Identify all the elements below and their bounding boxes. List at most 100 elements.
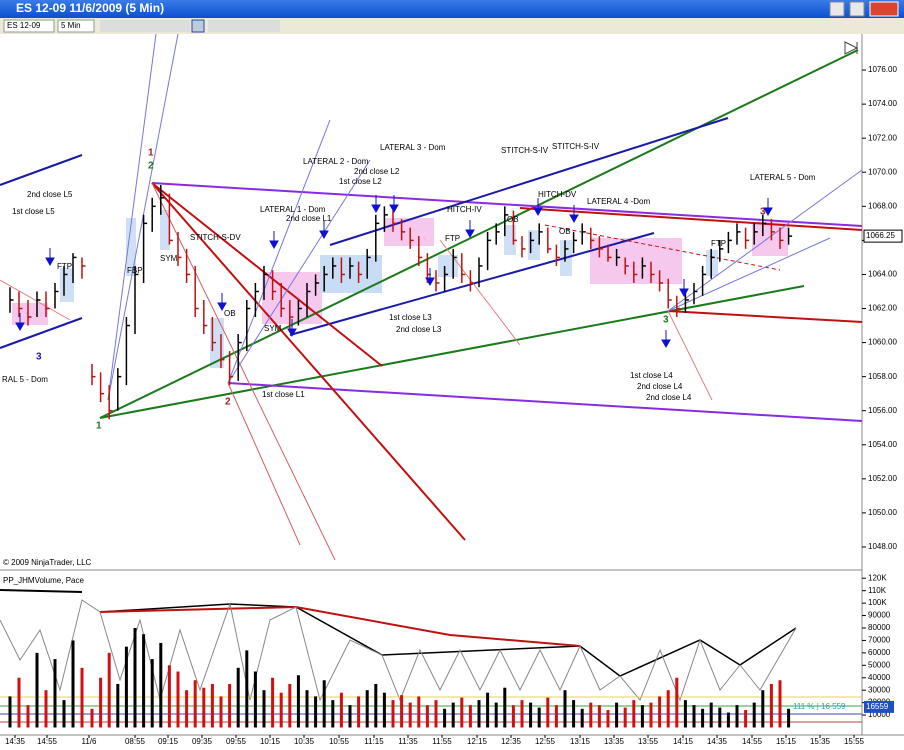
trend-line [151, 182, 336, 561]
volume-bar [761, 690, 765, 728]
annotation: 1st close L5 [12, 207, 55, 216]
period: 5 Min [61, 21, 81, 30]
y-tick-label: 1062.00 [868, 304, 897, 313]
pace-lines [0, 589, 862, 723]
trend-line [667, 169, 863, 312]
tool-icons[interactable] [208, 20, 280, 32]
y-tick-label: 30000 [868, 685, 891, 694]
y-tick-label: 1072.00 [868, 133, 897, 142]
scroll-end[interactable] [844, 41, 859, 55]
volume-bar [279, 692, 283, 728]
volume-bar [546, 697, 550, 728]
volume-bar [262, 690, 266, 728]
trend-line [99, 285, 805, 419]
volume-bar [253, 671, 257, 728]
volume-bar [107, 652, 111, 728]
volume-bar [640, 705, 644, 728]
annotation: HITCH-DV [538, 190, 577, 199]
tool-icons[interactable] [100, 20, 190, 32]
volume-bar [537, 707, 541, 728]
volume-bar [434, 700, 438, 728]
signal-arrow [389, 195, 399, 214]
volume-bar [443, 708, 447, 728]
signal-arrow [661, 330, 671, 349]
y-tick-label: 40000 [868, 673, 891, 682]
tool-icon[interactable] [191, 19, 205, 33]
volume-bar [554, 705, 558, 728]
annotation: 1st close L3 [389, 313, 432, 322]
trend-line [329, 117, 729, 246]
trend-line [227, 159, 371, 384]
signal-arrow [533, 198, 543, 217]
volume-bar [486, 692, 490, 728]
x-tick-label: 11:35 [398, 737, 418, 746]
annotation: 2nd close L4 [646, 393, 692, 402]
last-volume-box [864, 700, 894, 713]
volume-bar [44, 690, 48, 728]
trend-line [99, 49, 859, 419]
volume-bar [53, 659, 57, 728]
volume-bar [477, 700, 481, 728]
y-tick-label: 110K [868, 586, 887, 595]
volume-bar [133, 627, 137, 728]
annotation: LATERAL 1 - Dom [260, 205, 326, 214]
annotation: 2nd close L3 [396, 325, 442, 334]
volume-bar [425, 705, 429, 728]
signal-arrow [763, 198, 773, 217]
annotation: 2 [148, 161, 154, 172]
volume-bar [228, 683, 232, 728]
annotation: LATERAL 2 - Dom [303, 157, 369, 166]
x-tick-label: 14:35 [5, 737, 26, 746]
volume-bar [271, 677, 275, 728]
volume-bar [374, 683, 378, 728]
period-box[interactable] [57, 19, 95, 33]
x-tick-label: 12:55 [535, 737, 556, 746]
signal-arrow [15, 313, 25, 332]
volume-bar [744, 710, 748, 728]
y-tick-label: 1052.00 [868, 474, 897, 483]
volume-bar [80, 667, 84, 728]
window-title: ES 12-09 11/6/2009 (5 Min) [16, 1, 164, 15]
x-tick-label: 11:15 [364, 737, 384, 746]
x-tick-label: 09:35 [192, 737, 213, 746]
signal-arrow [425, 268, 435, 287]
volume-bar [494, 702, 498, 728]
volume-bar [460, 697, 464, 728]
volume-bar [185, 690, 189, 728]
y-tick-label: 100K [868, 598, 887, 607]
pace-line [99, 605, 581, 647]
volume-bar [150, 659, 154, 728]
annotation: 3 [36, 352, 42, 363]
trend-line [439, 239, 521, 346]
signal-arrow [45, 248, 55, 267]
volume-bar [99, 677, 103, 728]
volume-bar [357, 696, 361, 728]
volume-bar [159, 642, 163, 728]
zone [320, 255, 382, 293]
volume-bar [408, 702, 412, 728]
volume-bar [529, 702, 533, 728]
x-tick-label: 15:15 [776, 737, 797, 746]
x-tick-label: 11:55 [432, 737, 452, 746]
trend-line [227, 119, 331, 384]
maximize-button[interactable] [849, 1, 865, 17]
close-button[interactable] [869, 1, 899, 17]
volume-bar [339, 692, 343, 728]
annotation: LATERAL 5 - Dom [750, 173, 816, 182]
annotation: 1st close L2 [339, 177, 382, 186]
volume-bar [511, 705, 515, 728]
volume-bar [735, 705, 739, 728]
y-tick-label: 1054.00 [868, 440, 897, 449]
zone [528, 230, 540, 260]
y-tick-label: 70000 [868, 636, 891, 645]
instrument-box[interactable] [3, 19, 55, 33]
volume-bar [615, 702, 619, 728]
volume-bar [658, 696, 662, 728]
y-tick-label: 90000 [868, 611, 891, 620]
minimize-button[interactable] [829, 1, 845, 17]
trend-line [107, 33, 157, 401]
trend-line [289, 232, 655, 336]
annotation: RAL 5 - Dom [2, 375, 48, 384]
title-bar [0, 0, 904, 18]
last-volume: 16559 [866, 702, 889, 711]
